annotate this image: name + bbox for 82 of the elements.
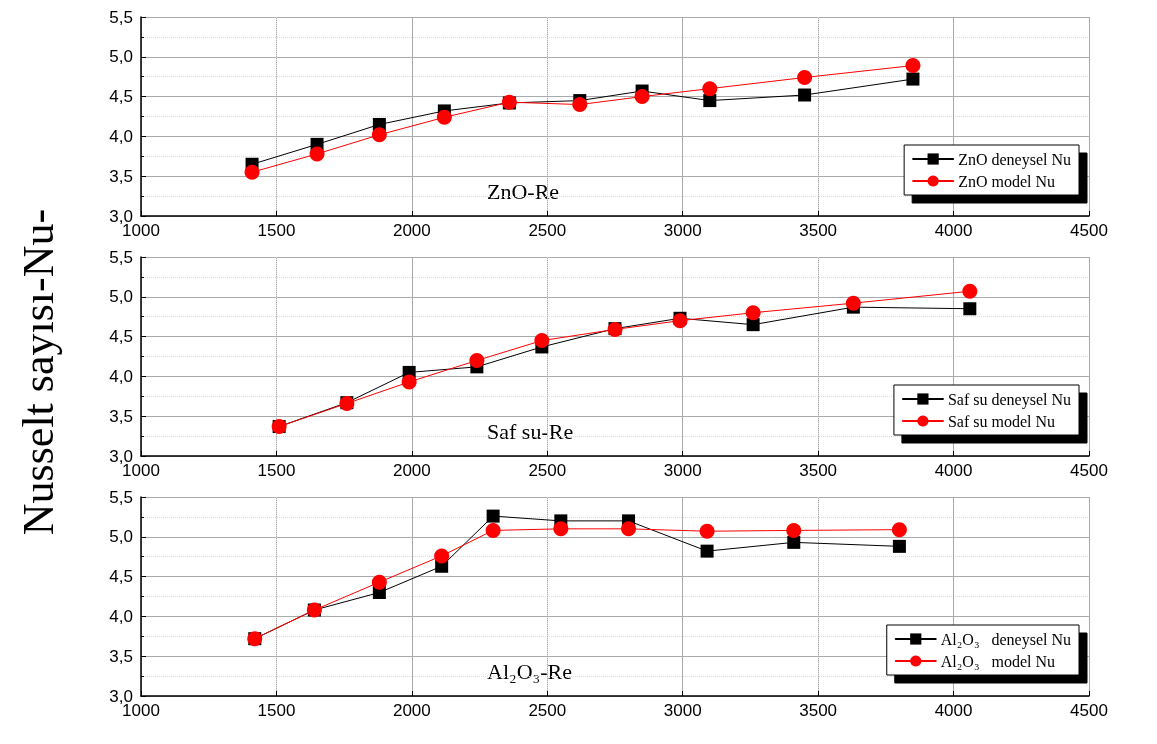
point [534, 333, 550, 349]
x-tick-label: 4000 [934, 221, 973, 240]
y-axis-title: Nusselt sayısı-Nu- [12, 208, 64, 536]
point [699, 523, 715, 539]
point [905, 58, 921, 74]
y-tick-label: 4,5 [109, 327, 133, 347]
x-tick-label: 3000 [663, 461, 702, 480]
x-tick-label: 3000 [663, 701, 702, 720]
x-tick-label: 3500 [799, 221, 838, 240]
legend-label: Saf su model Nu [947, 412, 1056, 430]
point [700, 544, 714, 558]
point [703, 94, 717, 108]
x-tick-label: 1500 [257, 221, 296, 240]
y-tick-label: 5,0 [109, 527, 133, 547]
annotation: Saf su-Re [487, 418, 574, 444]
point [485, 522, 501, 538]
x-tick-label: 2000 [392, 701, 431, 720]
point [309, 146, 325, 162]
annotation: ZnO-Re [487, 178, 560, 204]
point [797, 70, 813, 85]
point [621, 521, 637, 537]
y-tick-label: 4,5 [109, 567, 133, 587]
point [469, 352, 485, 368]
point [672, 313, 688, 329]
x-tick-label: 2500 [528, 221, 567, 240]
x-tick-label: 2500 [528, 701, 567, 720]
legend-label: ZnO deneysel Nu [958, 150, 1071, 169]
legend-label: ZnO model Nu [958, 172, 1056, 190]
point [572, 97, 588, 113]
x-tick-label: 4000 [934, 701, 973, 720]
point [892, 539, 906, 553]
y-tick-label: 5,5 [109, 487, 133, 507]
point [434, 548, 450, 564]
point [436, 109, 452, 125]
y-tick-label: 5,0 [109, 47, 133, 67]
point [486, 509, 500, 523]
x-tick-label: 4500 [1070, 221, 1108, 240]
y-tick-label: 4,0 [109, 366, 133, 386]
x-tick-label: 4500 [1070, 461, 1108, 480]
y-tick-label: 5,0 [109, 287, 133, 307]
point [371, 127, 387, 143]
point [798, 88, 812, 102]
point [553, 521, 569, 537]
x-tick-label: 2000 [392, 221, 431, 240]
x-tick-label: 1000 [122, 221, 160, 240]
point [962, 283, 978, 299]
point [963, 302, 977, 316]
y-tick-label: 3,5 [109, 406, 133, 426]
point [371, 574, 387, 590]
point [401, 374, 417, 390]
point [746, 318, 760, 332]
point [787, 535, 801, 549]
x-tick-label: 1500 [257, 461, 296, 480]
x-tick-label: 1500 [257, 701, 296, 720]
point [786, 522, 802, 538]
annotation: Al₂O₃-Re [487, 658, 572, 684]
x-tick-label: 2000 [392, 461, 431, 480]
x-tick-label: 1000 [122, 701, 160, 720]
legend-label: Al₂O₃ model Nu [940, 652, 1056, 670]
x-tick-label: 2500 [528, 461, 567, 480]
y-tick-label: 5,5 [109, 7, 133, 27]
x-tick-label: 3500 [799, 461, 838, 480]
point [702, 81, 718, 97]
point [845, 295, 861, 311]
y-tick-label: 4,5 [109, 87, 133, 107]
point [244, 164, 260, 180]
y-tick-label: 3,5 [109, 646, 133, 666]
x-tick-label: 4500 [1070, 701, 1108, 720]
point [745, 305, 761, 321]
y-tick-label: 4,0 [109, 606, 133, 626]
legend-label: Al₂O₃ deneysel Nu [940, 630, 1072, 649]
point [906, 72, 920, 86]
y-tick-label: 4,0 [109, 126, 133, 146]
x-tick-label: 1000 [122, 461, 160, 480]
x-tick-label: 3500 [799, 701, 838, 720]
x-tick-label: 3000 [663, 221, 702, 240]
point [891, 522, 907, 538]
legend-label: Saf su deneysel Nu [947, 390, 1072, 409]
y-tick-label: 5,5 [109, 247, 133, 267]
y-tick-label: 3,5 [109, 166, 133, 186]
point [634, 89, 650, 105]
x-tick-label: 4000 [934, 461, 973, 480]
